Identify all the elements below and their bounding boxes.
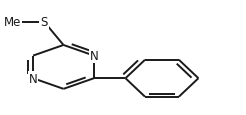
Text: N: N <box>29 72 37 85</box>
Text: S: S <box>40 16 48 29</box>
Text: N: N <box>90 50 98 63</box>
Text: Me: Me <box>4 16 21 29</box>
